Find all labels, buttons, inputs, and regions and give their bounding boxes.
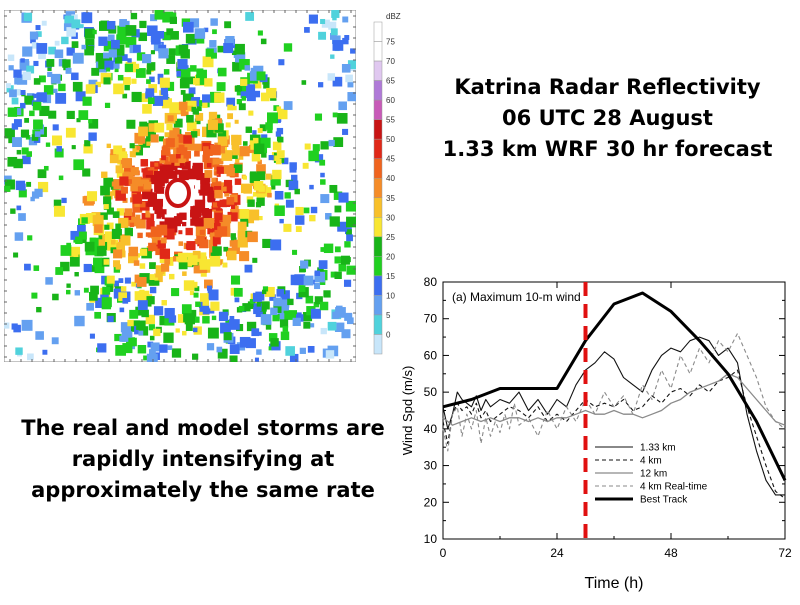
colorbar-tick-label: 55: [386, 116, 395, 125]
y-tick-label: 20: [424, 495, 438, 509]
x-tick-label: 24: [550, 546, 564, 560]
line-chart: 10 20 30 40 50 60 70 80 0 24 48 72 Time (h) Wind Spd …: [400, 275, 792, 592]
colorbar-tick-label: 65: [386, 77, 395, 86]
legend-label: 4 km: [640, 456, 662, 467]
colorbar-tick-label: 15: [386, 272, 395, 281]
colorbar-swatch: [373, 177, 383, 199]
colorbar-tick-label: 75: [386, 38, 395, 47]
max-wind-chart: 10 20 30 40 50 60 70 80 0 24 48 72 Time (h) Wind Spd …: [396, 268, 800, 600]
y-tick-label: 80: [424, 275, 438, 289]
y-axis-label: Wind Spd (m/s): [400, 366, 415, 456]
title-line-2: 06 UTC 28 August: [502, 106, 713, 130]
colorbar-tick-label: 30: [386, 213, 395, 222]
colorbar-swatch: [373, 197, 383, 218]
colorbar-swatch: [373, 60, 383, 81]
series-line: [442, 291, 787, 481]
radar-map: [2, 9, 357, 365]
colorbar-swatch: [373, 217, 383, 238]
slide-title: Katrina Radar Reflectivity 06 UTC 28 Aug…: [415, 72, 800, 165]
y-tick-label: 30: [424, 459, 438, 473]
hurricane-eye: [165, 178, 191, 208]
y-tick-label: 50: [424, 385, 438, 399]
colorbar-tick-label: 40: [386, 174, 395, 183]
colorbar-swatch: [373, 41, 383, 62]
colorbar-swatch: [373, 119, 383, 140]
colorbar-tick-label: 0: [386, 330, 391, 339]
legend-label: 12 km: [640, 469, 667, 480]
legend-label: Best Track: [640, 495, 688, 506]
title-line-1: Katrina Radar Reflectivity: [454, 75, 761, 99]
x-tick-label: 72: [778, 546, 792, 560]
colorbar-swatch: [373, 138, 383, 159]
y-tick-label: 70: [424, 312, 438, 326]
colorbar-swatch: [373, 275, 383, 296]
colorbar-tick-label: 10: [386, 291, 395, 300]
y-tick-label: 60: [424, 348, 438, 362]
colorbar-swatch: [373, 21, 383, 42]
colorbar-tick-label: 60: [386, 96, 395, 105]
y-tick-label: 40: [424, 422, 438, 436]
colorbar-tick-label: 70: [386, 57, 395, 66]
colorbar-swatch: [373, 80, 383, 101]
reflectivity-colorbar: dBZ 75 70 65 60 55 50 45 40 35 30 25 20 15 10 5 0: [372, 10, 402, 360]
colorbar-swatch: [373, 236, 383, 257]
colorbar-tick-label: 50: [386, 135, 395, 144]
colorbar-swatch: [373, 99, 383, 120]
radar-reflectivity-image: [2, 9, 357, 365]
x-tick-label: 48: [664, 546, 678, 560]
y-tick-label: 10: [424, 532, 438, 546]
chart-title: (a) Maximum 10-m wind: [452, 290, 581, 304]
legend-label: 1.33 km: [640, 443, 676, 454]
colorbar-swatch: [373, 334, 383, 355]
colorbar-tick-label: 20: [386, 252, 395, 261]
slide-caption: The real and model storms are rapidly in…: [21, 416, 385, 502]
colorbar-tick-label: 5: [386, 311, 391, 320]
colorbar-swatch: [373, 256, 383, 277]
legend-label: 4 km Real-time: [640, 482, 708, 493]
title-line-3: 1.33 km WRF 30 hr forecast: [442, 137, 773, 161]
colorbar-tick-label: 35: [386, 194, 395, 203]
colorbar-unit-label: dBZ: [386, 12, 401, 21]
x-tick-label: 0: [440, 546, 447, 560]
x-axis-label: Time (h): [585, 575, 644, 592]
colorbar-tick-label: 45: [386, 155, 395, 164]
colorbar-swatch: [373, 314, 383, 335]
series-line: [442, 332, 786, 452]
colorbar-swatch: [373, 158, 383, 179]
colorbar-swatch: [373, 295, 383, 316]
colorbar-tick-label: 25: [386, 233, 395, 242]
